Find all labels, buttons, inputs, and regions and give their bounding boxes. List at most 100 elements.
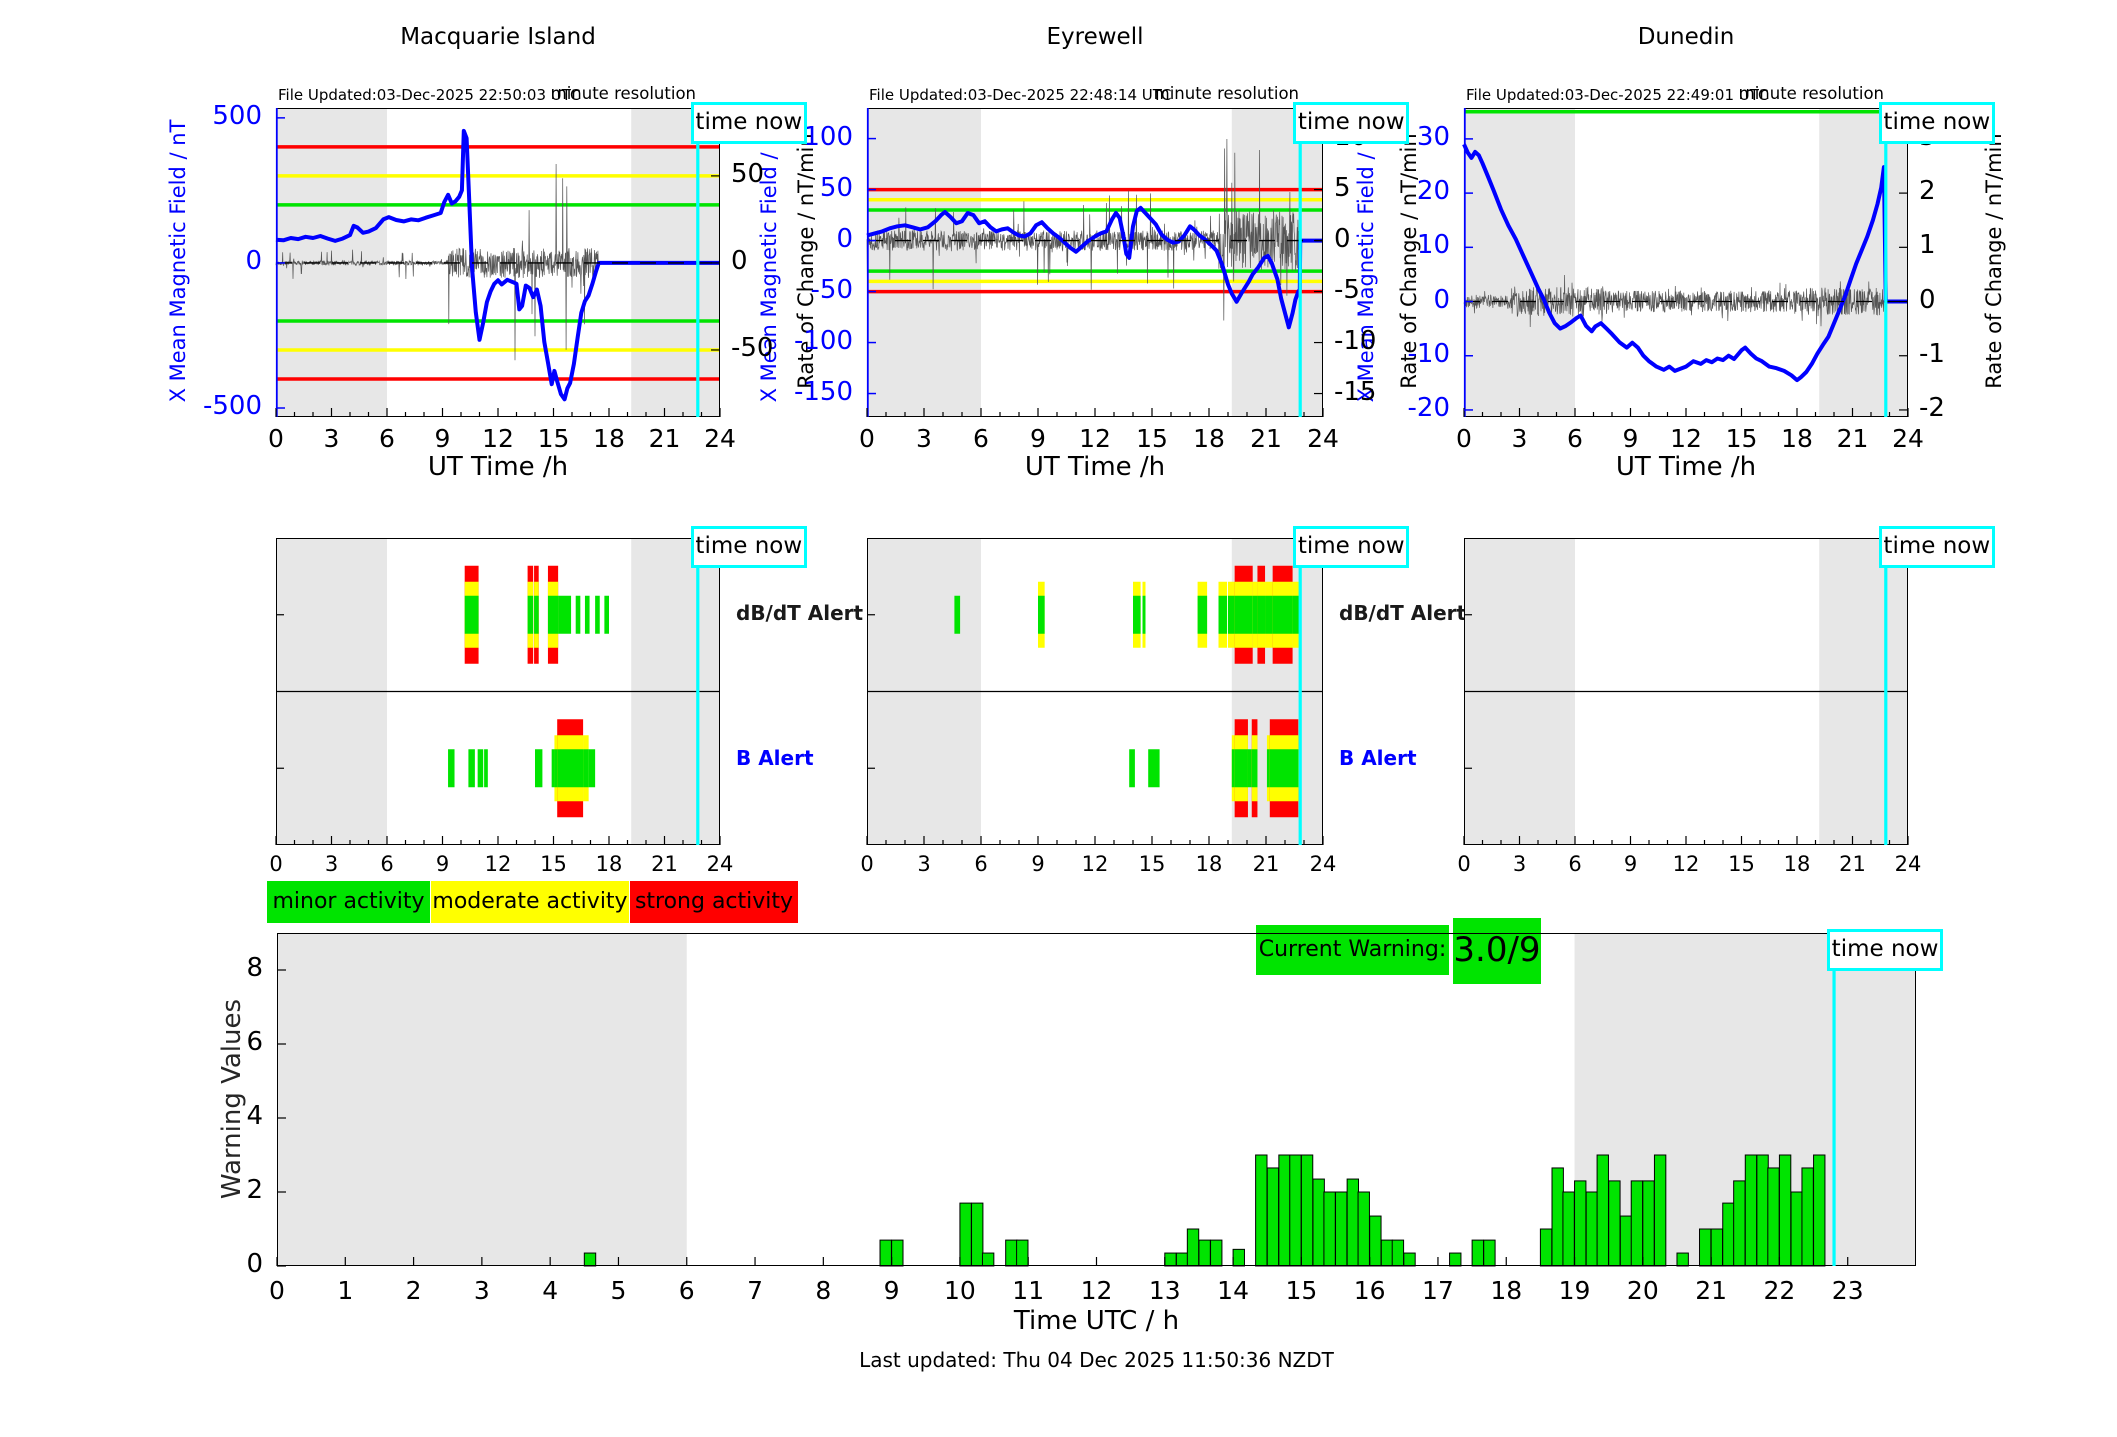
x-tick-label: 3 (1511, 424, 1528, 453)
y-tick-label: -150 (793, 376, 853, 407)
resolution-note: minute resolution (1153, 84, 1299, 103)
alert-x-tick-label: 3 (324, 852, 339, 876)
alert-x-tick-label: 12 (1672, 852, 1700, 876)
x-tick-label: 16 (1353, 1276, 1386, 1305)
x-tick-label: 15 (1725, 424, 1758, 453)
x-tick-label: 12 (1079, 424, 1111, 453)
x-tick-label: 9 (1622, 424, 1639, 453)
y-tick-label: -10 (1407, 338, 1450, 369)
alert-x-tick-label: 12 (484, 852, 512, 876)
legend-minor-activity: minor activity (267, 881, 430, 923)
alert-x-tick-label: 18 (1783, 852, 1811, 876)
alert-x-tick-label: 0 (269, 852, 283, 876)
db-dt-alert-label: dB/dT Alert (736, 600, 864, 625)
alert-plot (1463, 538, 1909, 845)
alert-x-tick-label: 6 (1568, 852, 1582, 876)
time-now-badge: time now (1293, 526, 1410, 568)
y-tick-label-right: -50 (731, 332, 774, 363)
x-axis-label: UT Time /h (1024, 452, 1166, 482)
time-now-badge: time now (1878, 526, 1995, 568)
x-tick-label: 21 (1250, 424, 1282, 453)
alert-x-tick-label: 6 (974, 852, 988, 876)
x-tick-label: 0 (269, 1276, 285, 1305)
chart-title: Eyrewell (1046, 24, 1144, 50)
x-tick-label: 14 (1217, 1276, 1249, 1305)
x-tick-label: 15 (1285, 1276, 1318, 1305)
x-axis-label: UT Time /h (1615, 452, 1757, 482)
resolution-note: minute resolution (550, 84, 696, 103)
y-tick-label-right: 50 (731, 158, 765, 189)
x-axis-label: UT Time /h (427, 452, 569, 482)
y-tick-label: 100 (803, 121, 853, 152)
y-tick-label-right: 2 (1919, 176, 1936, 207)
x-tick-label: 0 (268, 424, 284, 453)
x-tick-label: 3 (473, 1276, 490, 1305)
y-tick-label: 10 (1416, 230, 1450, 261)
y-tick-label-right: 0 (731, 245, 748, 276)
y-tick-label-right: 5 (1334, 172, 1351, 203)
y-tick-label: 20 (1416, 176, 1450, 207)
x-tick-label: 6 (1567, 424, 1583, 453)
alert-x-tick-label: 9 (1031, 852, 1045, 876)
x-tick-label: 2 (405, 1276, 422, 1305)
file-updated-text: File Updated:03-Dec-2025 22:49:01 UTC (1466, 86, 1769, 104)
x-tick-label: 9 (1030, 424, 1046, 453)
y-tick-label: 500 (212, 100, 262, 131)
chart-title: Dunedin (1637, 24, 1735, 50)
x-tick-label: 15 (537, 424, 570, 453)
alert-x-tick-label: 6 (380, 852, 394, 876)
alert-plot (275, 538, 721, 845)
b-alert-label: B Alert (736, 746, 814, 771)
current-warning-value: 3.0/9 (1453, 918, 1541, 984)
x-axis-label: Time UTC / h (1013, 1306, 1180, 1336)
y-tick-label: 0 (836, 223, 853, 254)
x-tick-label: 24 (704, 424, 736, 453)
alert-x-tick-label: 21 (651, 852, 678, 876)
x-tick-label: 11 (1012, 1276, 1045, 1305)
x-tick-label: 6 (973, 424, 989, 453)
db-dt-alert-label: dB/dT Alert (1339, 600, 1467, 625)
time-now-badge: time now (1293, 102, 1410, 144)
alert-x-tick-label: 12 (1081, 852, 1109, 876)
alert-x-tick-label: 3 (917, 852, 931, 876)
alert-x-tick-label: 24 (1894, 852, 1922, 876)
x-tick-label: 17 (1422, 1276, 1454, 1305)
y-tick-label: -50 (810, 274, 853, 305)
x-tick-label: 18 (1193, 424, 1225, 453)
alert-x-tick-label: 21 (1252, 852, 1280, 876)
y-tick-label-right: -1 (1919, 338, 1945, 369)
x-tick-label: 12 (1670, 424, 1702, 453)
y-tick-label: 8 (246, 953, 263, 983)
time-now-badge: time now (690, 526, 807, 568)
y-axis-label: Warning Values (217, 998, 247, 1199)
y-tick-label: 0 (1433, 284, 1450, 315)
x-tick-label: 24 (1307, 424, 1339, 453)
plot-area (866, 108, 1324, 417)
alert-x-tick-label: 9 (435, 852, 450, 876)
y-tick-label: 0 (245, 245, 262, 276)
x-tick-label: 0 (859, 424, 875, 453)
x-tick-label: 3 (323, 424, 340, 453)
x-tick-label: 1 (337, 1276, 354, 1305)
alert-x-tick-label: 9 (1623, 852, 1638, 876)
x-tick-label: 18 (1781, 424, 1813, 453)
x-tick-label: 12 (482, 424, 514, 453)
x-tick-label: 3 (916, 424, 932, 453)
y-tick-label-right: 1 (1919, 230, 1936, 261)
y-tick-label: -20 (1407, 392, 1450, 423)
x-tick-label: 21 (1836, 424, 1869, 453)
x-tick-label: 23 (1831, 1276, 1864, 1305)
x-tick-label: 9 (434, 424, 451, 453)
x-tick-label: 24 (1892, 424, 1924, 453)
plot-area (276, 933, 1916, 1267)
alert-x-tick-label: 0 (860, 852, 874, 876)
y-tick-label-right: -5 (1334, 274, 1360, 305)
x-tick-label: 6 (379, 424, 395, 453)
last-updated-text: Last updated: Thu 04 Dec 2025 11:50:36 N… (859, 1348, 1334, 1372)
plot-area (1462, 108, 1909, 417)
time-now-badge: time now (1827, 929, 1944, 971)
x-tick-label: 8 (815, 1276, 832, 1305)
legend-moderate-activity: moderate activity (431, 881, 629, 923)
y-tick-label-right: 0 (1334, 223, 1351, 254)
